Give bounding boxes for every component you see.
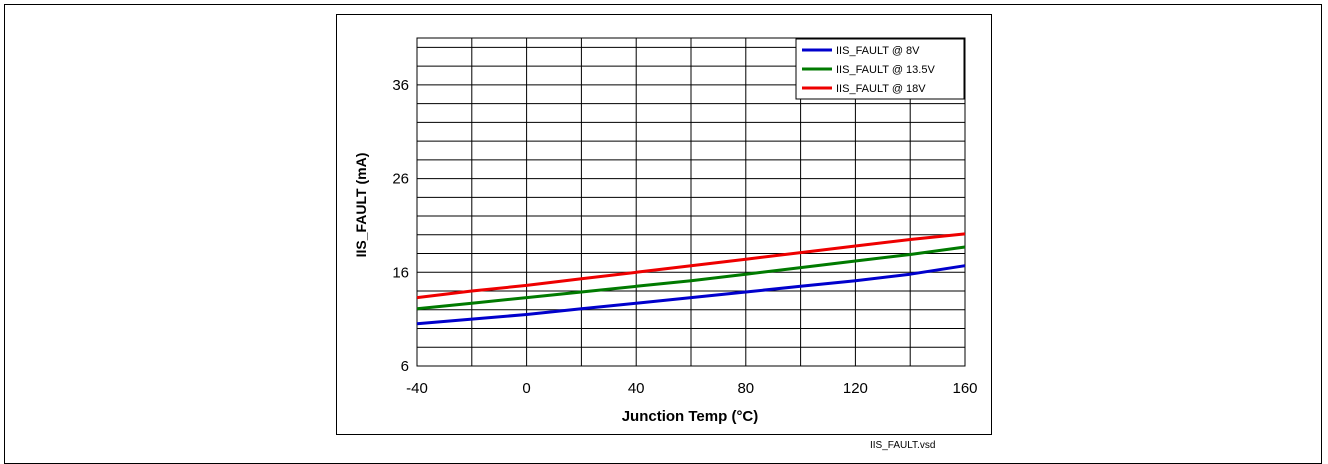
y-tick-label: 36 — [392, 77, 409, 94]
y-tick-label: 6 — [401, 358, 409, 375]
y-tick-label: 26 — [392, 171, 409, 188]
series-line-2 — [416, 245, 966, 311]
legend-label: IIS_FAULT @ 8V — [836, 45, 920, 57]
legend-label: IIS_FAULT @ 13.5V — [836, 64, 935, 76]
x-axis-label: Junction Temp (°C) — [622, 408, 759, 425]
y-axis-label: IIS_FAULT (mA) — [353, 153, 369, 258]
chart-ticks: -40 0 40 80 120 160 6 16 26 36 — [392, 77, 977, 397]
x-tick-label: 120 — [843, 380, 868, 397]
x-tick-label: 80 — [737, 380, 754, 397]
file-name-label: IIS_FAULT.vsd — [870, 440, 936, 451]
x-tick-label: 40 — [628, 380, 645, 397]
x-tick-label: 160 — [952, 380, 977, 397]
y-tick-label: 16 — [392, 264, 409, 281]
x-tick-label: 0 — [522, 380, 530, 397]
series-line-3 — [416, 232, 966, 300]
series-line-1 — [416, 264, 966, 326]
legend: IIS_FAULT @ 8V IIS_FAULT @ 13.5V IIS_FAULT… — [795, 38, 965, 100]
chart-series — [416, 232, 966, 326]
legend-label: IIS_FAULT @ 18V — [836, 83, 926, 95]
x-tick-label: -40 — [406, 380, 428, 397]
